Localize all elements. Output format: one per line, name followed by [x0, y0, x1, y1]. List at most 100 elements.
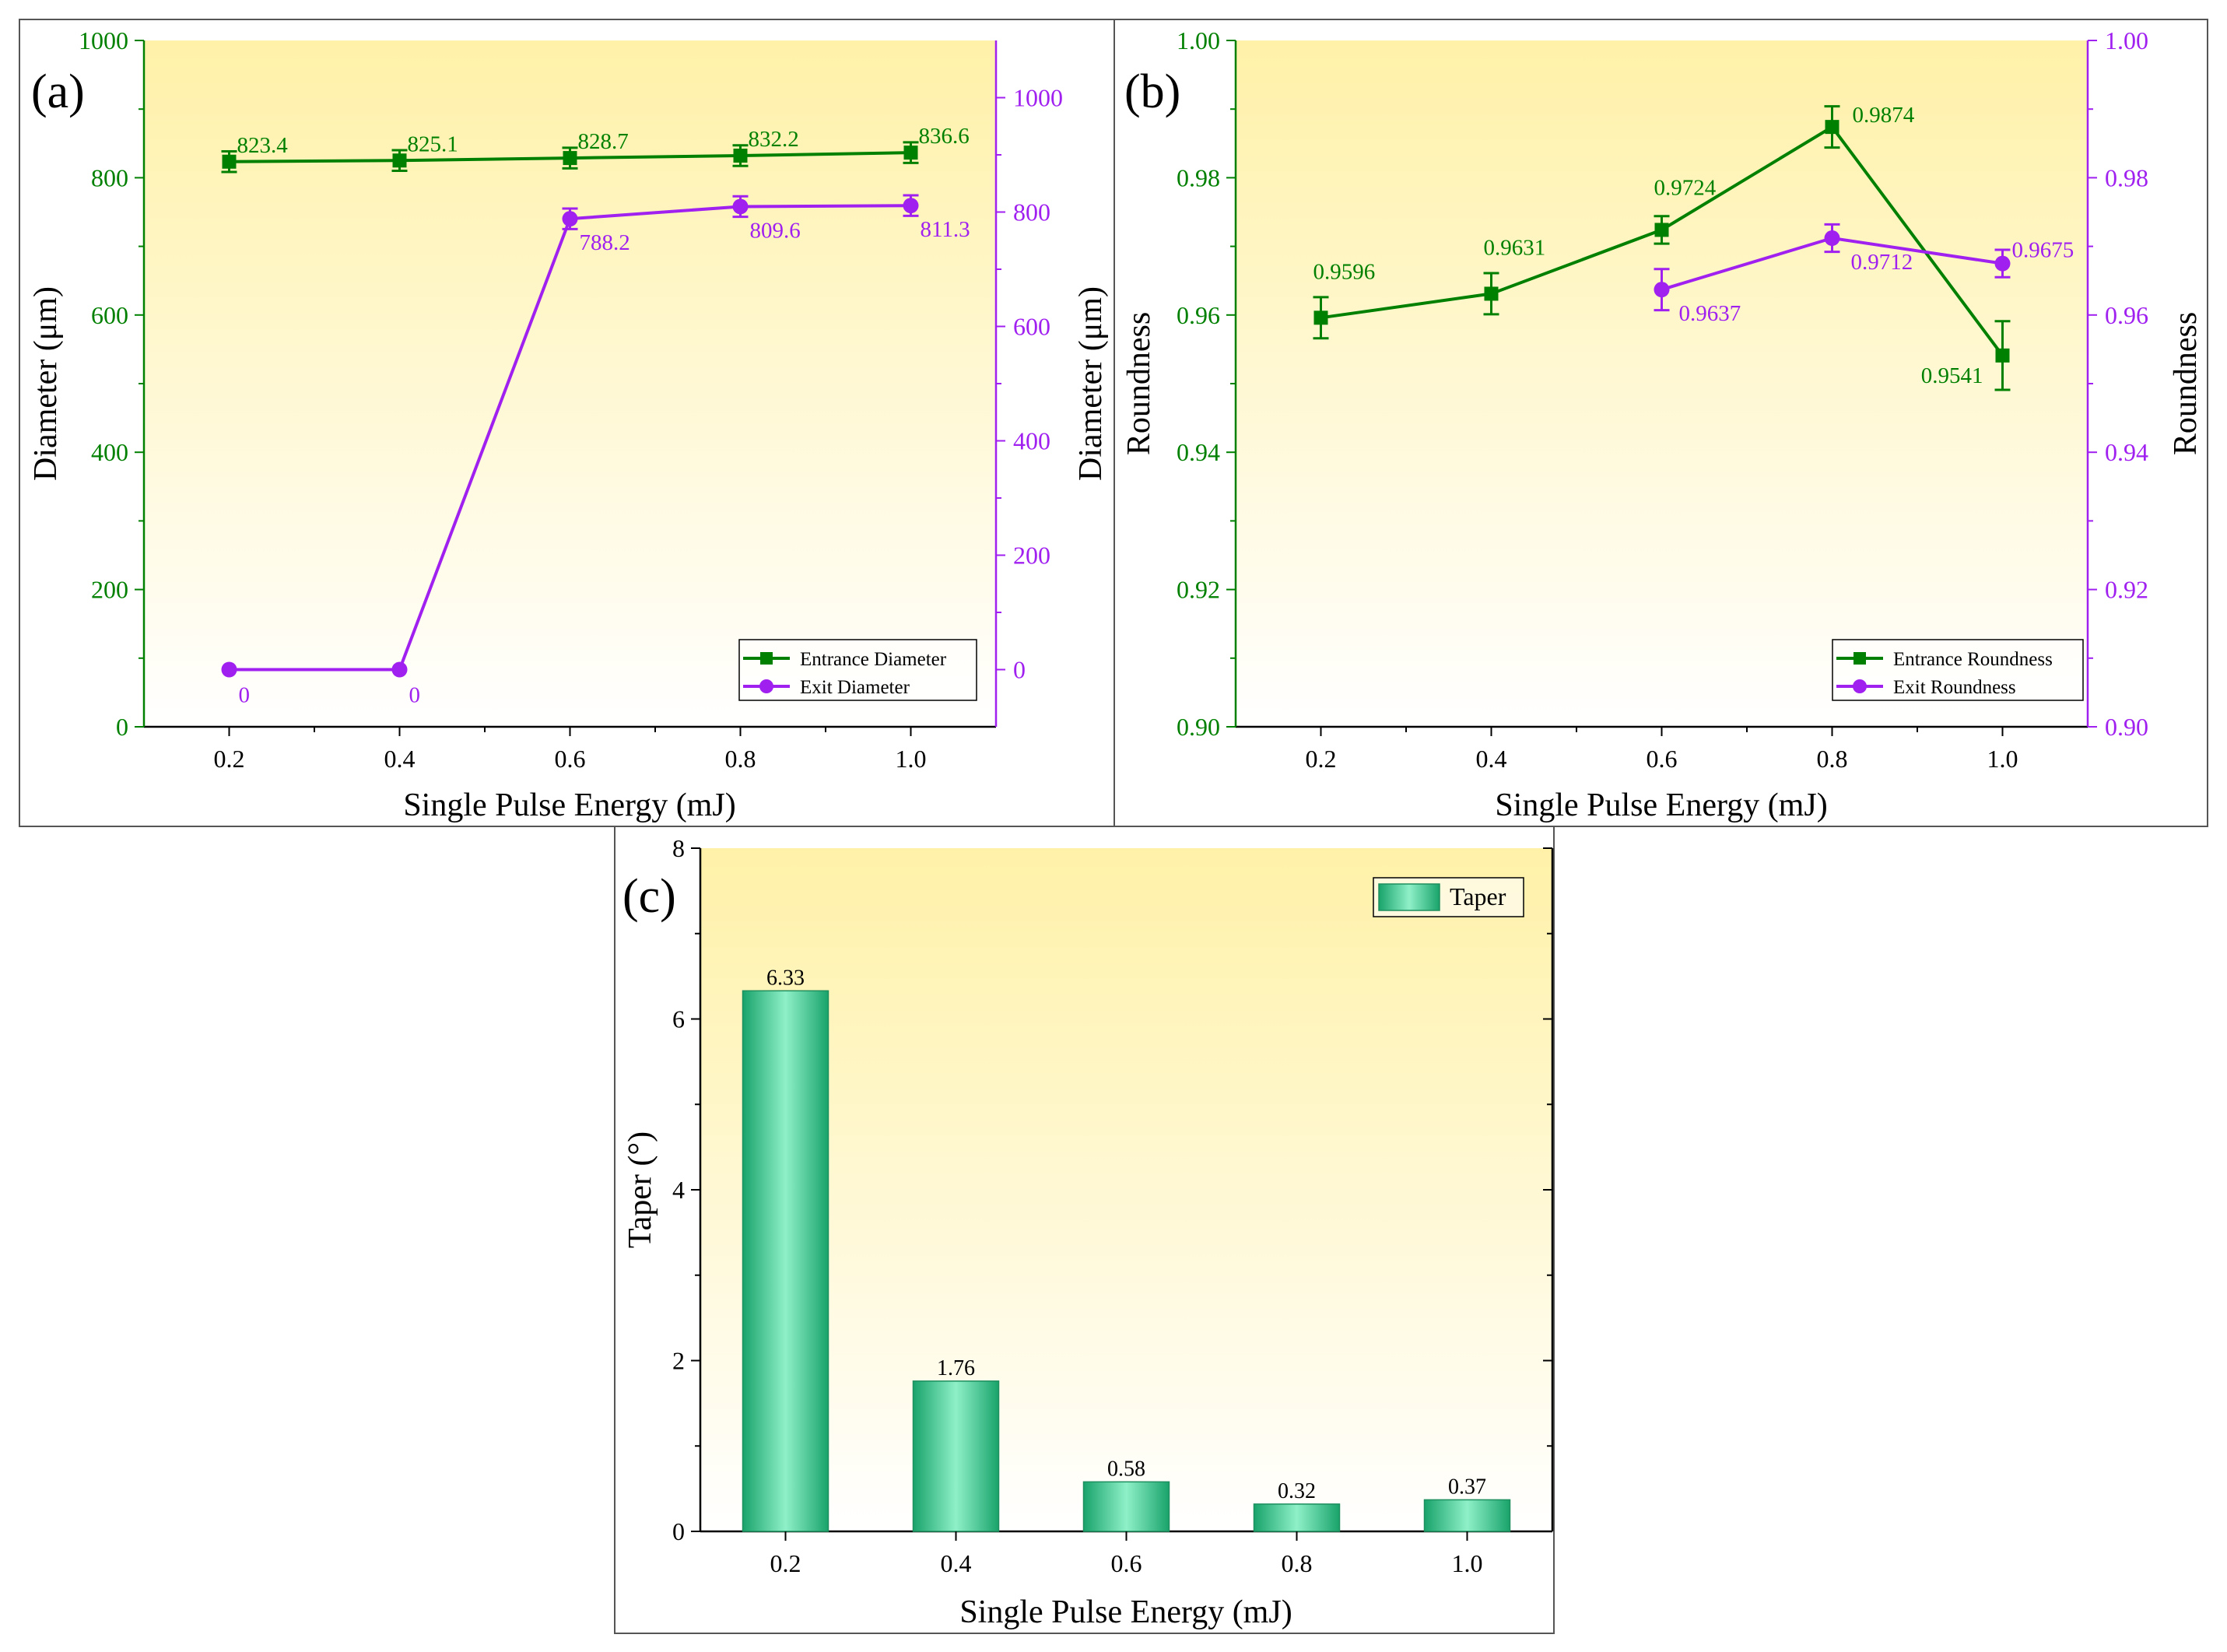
panel-b-right-y-tick-label: 0.94 — [2105, 438, 2148, 466]
panel-c-x-tick-label: 0.6 — [1111, 1549, 1142, 1577]
panel-c-legend-label: Taper — [1450, 882, 1506, 910]
panel-c-y-tick-label: 8 — [672, 834, 685, 862]
panel-b-frame — [1114, 19, 2208, 827]
panel-b-left-y-tick-label: 0.96 — [1177, 301, 1220, 329]
panel-b-left-y-axis-title: Roundness — [1121, 312, 1157, 455]
panel-a-data-label: 809.6 — [750, 218, 801, 243]
panel-c-plot-background — [700, 848, 1552, 1531]
panel-a-right-y-tick-label: 200 — [1013, 542, 1050, 570]
panel-a-data-point — [903, 146, 918, 160]
panel-c-bar-label: 0.32 — [1278, 1479, 1316, 1503]
panel-a-right-y-tick-label: 0 — [1013, 656, 1026, 684]
panel-c-bar-label: 6.33 — [766, 966, 805, 990]
panel-a-label: (a) — [31, 65, 85, 118]
panel-a-legend-marker-entrance — [760, 652, 773, 665]
panel-a-right-y-tick-label: 600 — [1013, 313, 1050, 341]
panel-c-legend: Taper — [1373, 877, 1524, 917]
panel-c-legend-swatch — [1378, 883, 1440, 911]
panel-a-data-point — [221, 661, 237, 678]
panel-c-bar-label: 0.58 — [1107, 1457, 1145, 1481]
panel-b-left-y-tick-label: 1.00 — [1177, 26, 1220, 54]
panel-b-left-y-tick-label: 0.92 — [1177, 576, 1220, 604]
panel-a-left-y-tick-label: 1000 — [79, 26, 128, 54]
panel-a-left-y-tick-label: 400 — [91, 438, 128, 466]
panel-c-label: (c) — [623, 870, 676, 923]
panel-a-legend-label-entrance: Entrance Diameter — [800, 649, 947, 670]
panel-b-data-point — [1654, 223, 1669, 237]
panel-b-left-y-tick-label: 0.94 — [1177, 438, 1220, 466]
panel-b-left-y-tick-label: 0.90 — [1177, 713, 1220, 741]
panel-a-data-point — [391, 661, 408, 678]
panel-b-data-point — [1824, 230, 1840, 247]
panel-c-y-axis-title: Taper (°) — [623, 1131, 658, 1248]
panel-a-data-label: 0 — [239, 683, 251, 708]
panel-b: 0.2 0.4 0.6 0.8 1.0 0.90 0.92 0.94 0.96 0.98 1.00 0… — [1121, 26, 2204, 823]
panel-b-right-y-tick-label: 1.00 — [2105, 26, 2148, 54]
panel-c-bar — [1253, 1503, 1341, 1532]
panel-b-x-tick-label: 1.0 — [1987, 745, 2018, 773]
panel-b-right-y-tick-label: 0.90 — [2105, 713, 2148, 741]
panel-a-data-point — [562, 211, 578, 227]
panel-a: 0.2 0.4 0.6 0.8 1.0 0 200 400 600 800 1000 0 200 400 6… — [28, 26, 1109, 823]
panel-c-y-tick-label: 6 — [672, 1005, 685, 1033]
panel-b-data-label: 0.9675 — [2012, 238, 2074, 263]
panel-a-data-point — [222, 154, 237, 169]
panel-a-left-y-tick-label: 600 — [91, 301, 128, 329]
panel-c-bar — [742, 990, 829, 1532]
panel-c-frame — [614, 826, 1555, 1634]
panel-b-x-tick-label: 0.4 — [1476, 745, 1507, 773]
panel-b-right-y-tick-label: 0.98 — [2105, 163, 2148, 191]
panel-b-data-point — [1654, 282, 1670, 298]
panel-b-legend-label-entrance: Entrance Roundness — [1893, 649, 2053, 670]
panel-a-data-label: 836.6 — [919, 124, 970, 149]
panel-a-data-label: 823.4 — [237, 133, 289, 158]
panel-a-data-point — [563, 151, 577, 166]
panel-b-data-point — [1994, 255, 2011, 272]
panel-b-data-label: 0.9874 — [1853, 103, 1915, 128]
panel-c-x-tick-label: 0.4 — [941, 1549, 972, 1577]
panel-a-data-label: 0 — [409, 683, 421, 708]
panel-a-x-tick-label: 0.6 — [555, 745, 586, 773]
panel-c-bar — [1423, 1499, 1511, 1532]
panel-b-right-y-tick-label: 0.92 — [2105, 576, 2148, 604]
panel-a-legend-label-exit: Exit Diameter — [800, 677, 910, 698]
panel-c-x-axis-title: Single Pulse Energy (mJ) — [959, 1594, 1292, 1630]
panel-c-x-tick-label: 0.8 — [1282, 1549, 1313, 1577]
panel-a-x-tick-label: 1.0 — [896, 745, 927, 773]
panel-b-legend-marker-exit — [1853, 679, 1867, 693]
panel-b-x-tick-label: 0.6 — [1647, 745, 1678, 773]
panel-a-x-tick-label: 0.2 — [214, 745, 245, 773]
panel-b-data-point — [1825, 120, 1839, 135]
panel-b-x-axis-title: Single Pulse Energy (mJ) — [1495, 787, 1827, 823]
panel-a-data-label: 811.3 — [921, 217, 970, 242]
panel-b-data-label: 0.9596 — [1313, 259, 1376, 284]
panel-a-x-tick-label: 0.4 — [384, 745, 416, 773]
panel-b-data-label: 0.9637 — [1679, 301, 1741, 326]
panel-a-left-y-tick-label: 0 — [116, 713, 128, 741]
panel-a-data-point — [732, 198, 749, 215]
panel-b-label: (b) — [1124, 65, 1180, 118]
panel-a-left-y-axis-title: Diameter (μm) — [28, 286, 64, 481]
panel-b-legend-box — [1832, 639, 2084, 701]
panel-b-data-point — [1484, 286, 1499, 301]
panel-c-x-tick-label: 1.0 — [1452, 1549, 1483, 1577]
panel-c-bar — [1082, 1481, 1170, 1532]
panel-a-left-y-tick-label: 200 — [91, 576, 128, 604]
panel-c-bar-label: 0.37 — [1448, 1475, 1486, 1499]
panel-c: 0 2 4 6 8 6.33 0.2 1.76 0.4 0.58 0.6 0.32 0.8 0.37 1.0… — [623, 834, 1554, 1630]
panel-c-y-tick-label: 4 — [672, 1176, 685, 1204]
panel-a-data-label: 832.2 — [749, 127, 799, 152]
panel-b-data-label: 0.9631 — [1484, 235, 1546, 260]
panel-b-left-y-tick-label: 0.98 — [1177, 163, 1220, 191]
panel-a-legend: Entrance Diameter Exit Diameter — [738, 639, 977, 701]
panel-b-x-tick-label: 0.8 — [1817, 745, 1848, 773]
panel-c-bar-label: 1.76 — [937, 1356, 975, 1380]
panel-a-data-label: 828.7 — [578, 129, 629, 154]
panel-a-data-point — [392, 153, 407, 168]
panel-a-left-y-tick-label: 800 — [91, 163, 128, 191]
panel-b-data-label: 0.9712 — [1851, 250, 1913, 275]
panel-c-y-tick-label: 2 — [672, 1347, 685, 1375]
panel-b-data-point — [1313, 310, 1328, 325]
panel-a-legend-box — [738, 639, 977, 701]
panel-b-data-point — [1995, 348, 2010, 363]
